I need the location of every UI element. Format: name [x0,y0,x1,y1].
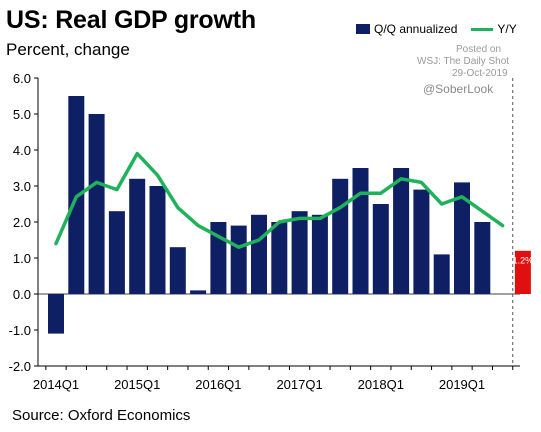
legend: Q/Q annualized Y/Y [356,22,517,36]
x-tick-label: 2014Q1 [33,377,79,392]
bar-2015Q1 [129,178,146,294]
bar-2014Q4 [108,211,125,294]
bar-2015Q2 [149,186,166,294]
watermark-date: 29-Oct-2019 [452,68,508,79]
legend-line-swatch [471,27,494,31]
y-tick-label: -1.0 [9,323,31,338]
bar-2019Q2 [474,222,491,294]
y-tick-label: 4.0 [13,143,31,158]
x-tick-label: 2018Q1 [358,377,404,392]
y-tick-label: 1.0 [13,251,31,266]
bar-2017Q4 [352,168,369,294]
chart-title: US: Real GDP growth [6,6,256,34]
y-tick-label: 3.0 [13,179,31,194]
bar-2014Q3 [88,114,105,294]
forecast-annotation: 1.2% [513,255,534,265]
bar-2018Q1 [372,204,389,294]
y-tick-label: 0.0 [13,287,31,302]
watermark-handle: @SoberLook [423,82,494,96]
bar-2014Q1 [48,294,64,334]
source-note: Source: Oxford Economics [12,407,191,424]
x-tick-label: 2016Q1 [195,377,241,392]
bar-2015Q3 [169,247,186,294]
y-tick-label: 6.0 [13,71,31,86]
bar-2016Q3 [251,214,267,294]
bar-2017Q2 [311,214,328,294]
y-tick-label: 2.0 [13,215,31,230]
bar-2017Q1 [291,211,308,294]
yoy-line [54,151,505,249]
bar-2017Q3 [332,178,349,294]
y-tick-label: 5.0 [13,107,31,122]
legend-bar-label: Q/Q annualized [374,22,458,36]
bar-2016Q2 [230,225,247,294]
bar-2018Q3 [413,189,430,294]
legend-bar-swatch [356,24,370,34]
bar-2016Q4 [271,222,288,294]
x-tick-label: 2019Q1 [439,377,485,392]
bar-2015Q4 [190,290,207,294]
watermark-posted: Posted on [456,44,502,55]
legend-line-label: Y/Y [497,22,517,36]
x-tick-label: 2015Q1 [114,377,160,392]
forecast-bar [514,250,531,294]
bar-2018Q4 [433,254,450,294]
chart-subtitle: Percent, change [6,40,130,59]
y-tick-label: -2.0 [9,359,31,374]
bar-2019Q1 [454,182,470,294]
watermark-source: WSJ: The Daily Shot [417,56,510,67]
bar-2018Q2 [393,168,410,294]
x-tick-label: 2017Q1 [276,377,322,392]
